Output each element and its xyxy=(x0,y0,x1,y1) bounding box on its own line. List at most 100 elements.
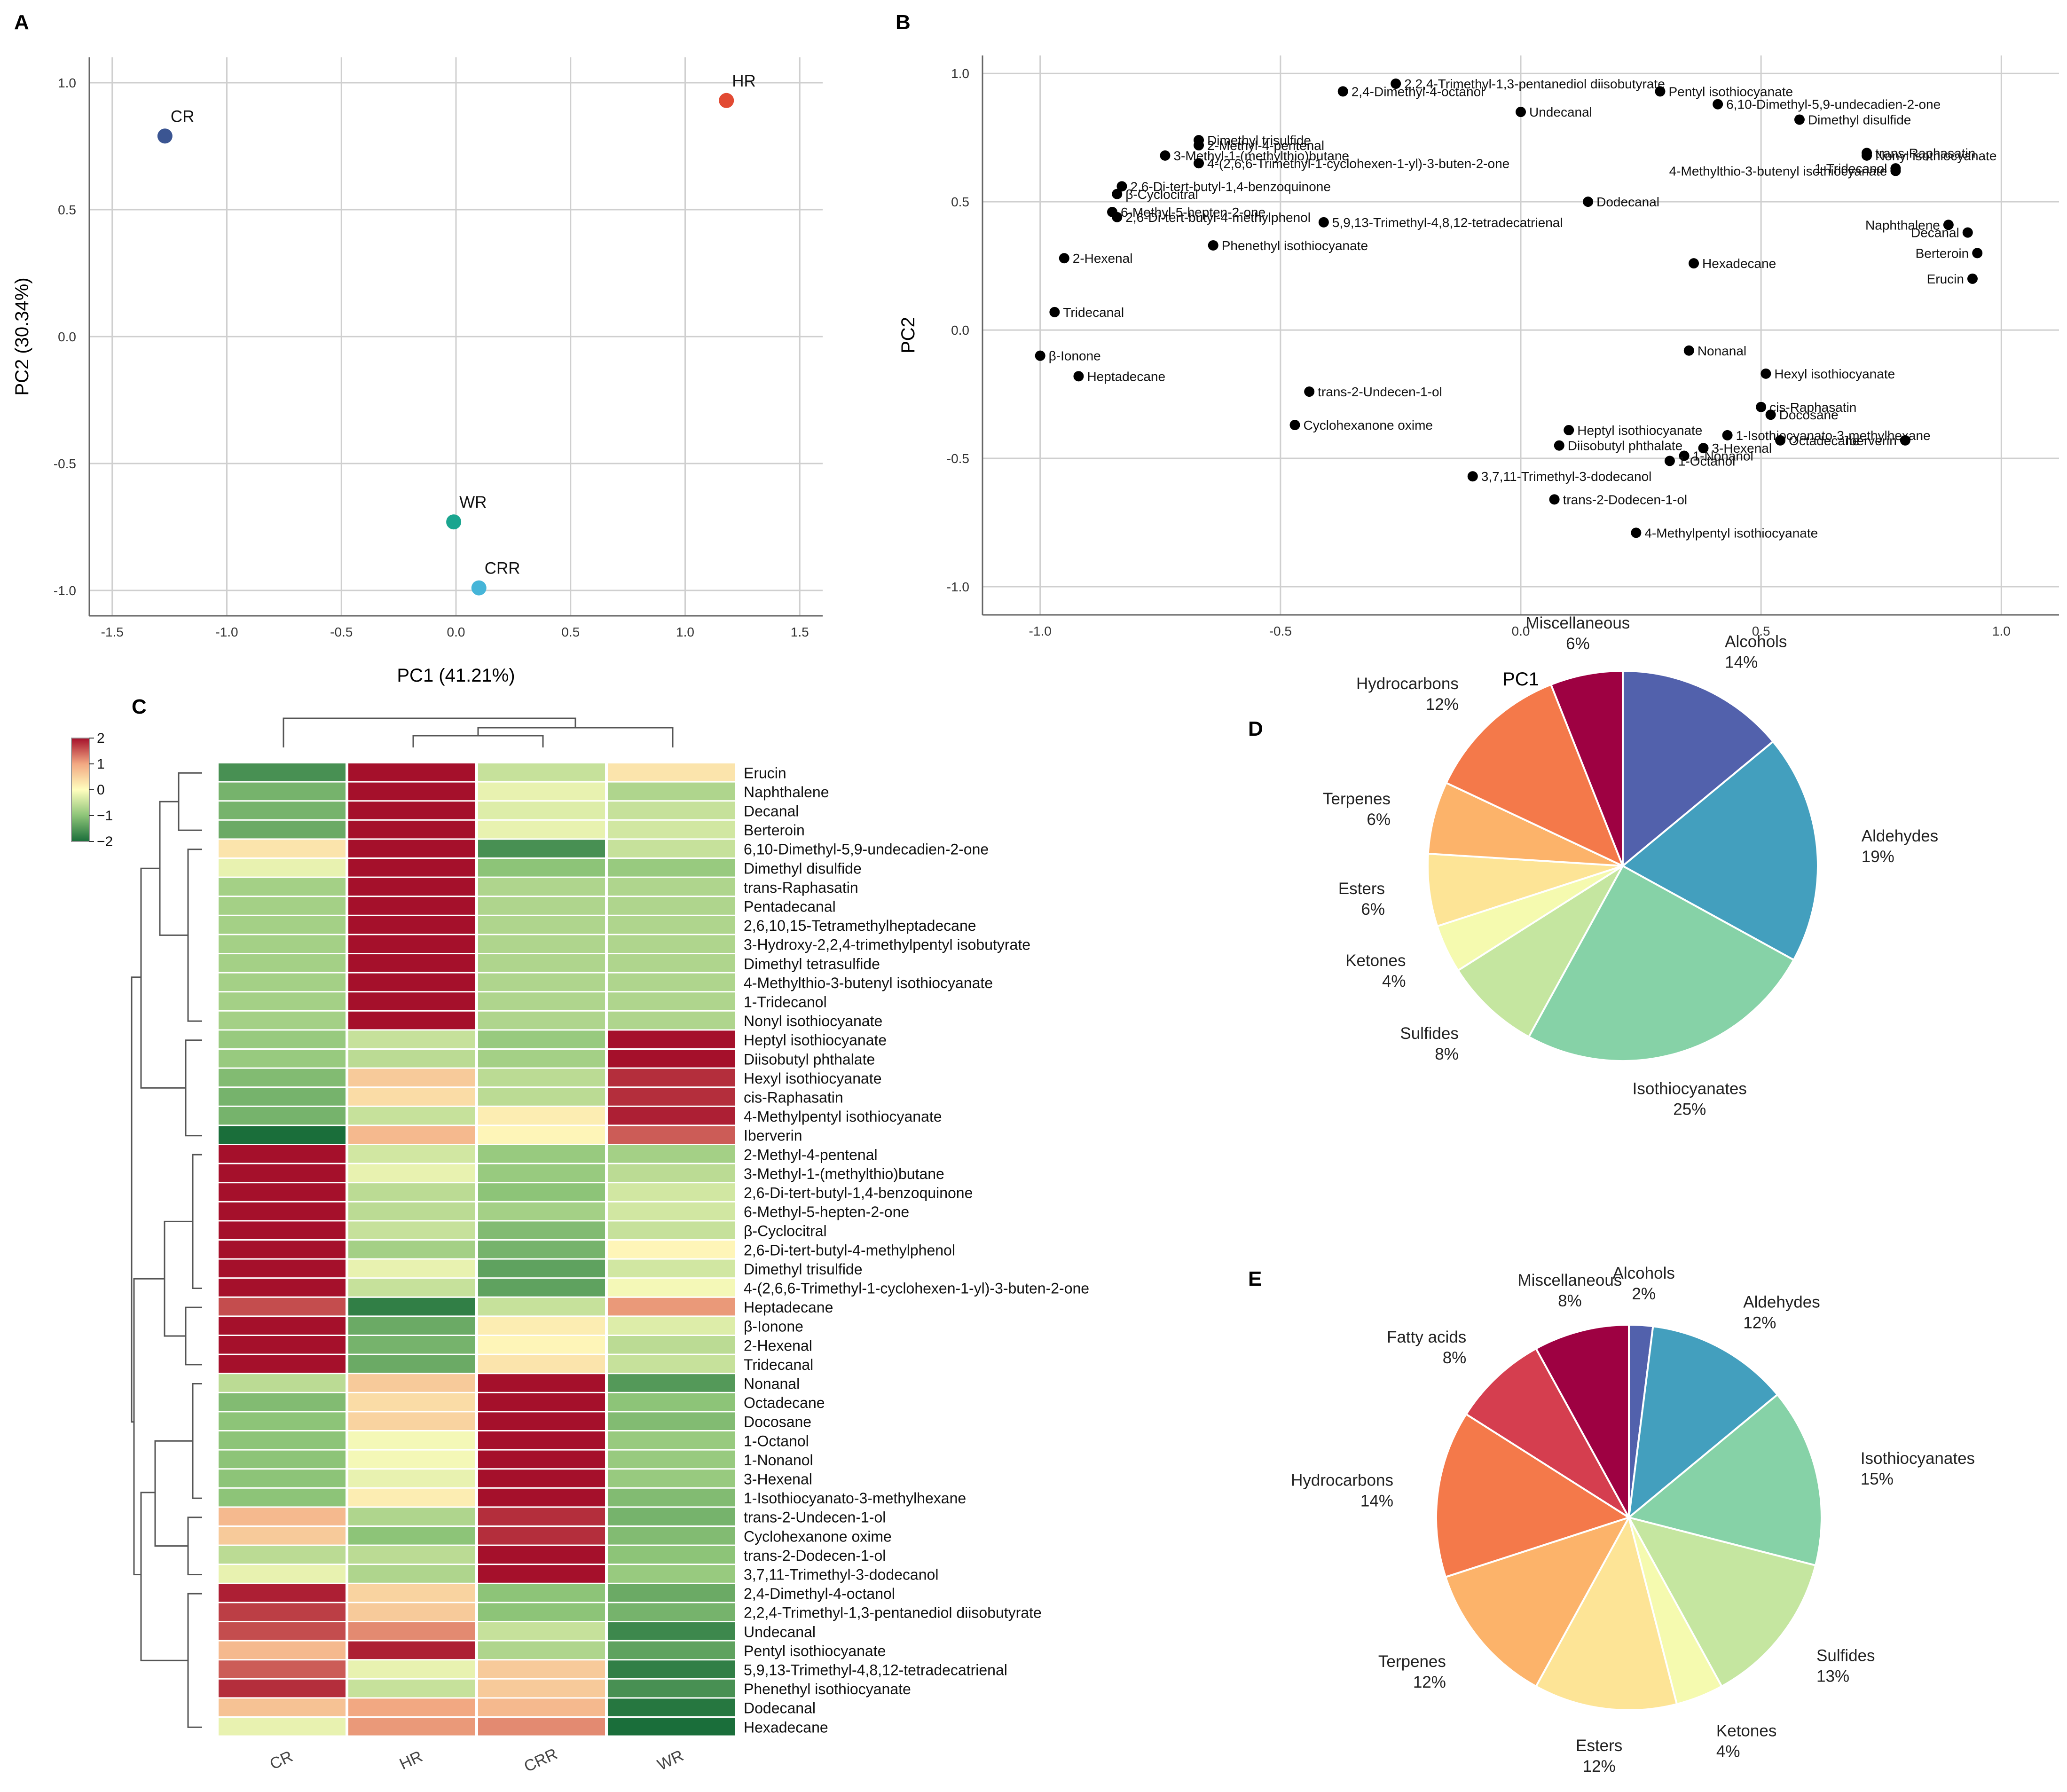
y-tick-label: 1.0 xyxy=(951,66,969,81)
pie-slice-sulfides xyxy=(1456,865,1624,1038)
heatmap-cell xyxy=(348,1718,475,1736)
heatmap-row-label: Dimethyl trisulfide xyxy=(744,1261,863,1278)
loading-point xyxy=(1337,86,1348,97)
heatmap-cell xyxy=(219,1030,346,1048)
heatmap-cell xyxy=(608,992,735,1010)
loading-label: 3-Hexenal xyxy=(1712,441,1772,456)
pie-slice-miscellaneous xyxy=(1534,1323,1630,1518)
heatmap-cell xyxy=(348,1660,475,1678)
heatmap-row-label: 5,9,13-Trimethyl-4,8,12-tetradecatrienal xyxy=(744,1662,1007,1679)
heatmap-row-label: 1-Octanol xyxy=(744,1432,809,1449)
loading-label: 2-Hexenal xyxy=(1073,251,1133,266)
heatmap-cell xyxy=(478,1488,605,1507)
pie-label: Isothiocyanates xyxy=(1861,1449,1975,1468)
heatmap-cell xyxy=(478,1279,605,1297)
loading-point xyxy=(1564,424,1574,435)
heatmap-row-label: 3-Methyl-1-(methylthio)butane xyxy=(744,1165,944,1182)
loading-point xyxy=(1035,350,1045,361)
loading-label: 2,6-Di-tert-butyl-4-methylphenol xyxy=(1125,210,1311,225)
heatmap-cell xyxy=(478,1164,605,1182)
heatmap-cell xyxy=(478,973,605,991)
heatmap-cell xyxy=(348,1450,475,1469)
heatmap-cell xyxy=(478,802,605,819)
panel-letter-d: D xyxy=(1248,717,1263,740)
heatmap-cell xyxy=(478,1107,605,1125)
pie-label: Esters xyxy=(1576,1737,1622,1755)
heatmap-cell xyxy=(608,1069,735,1087)
heatmap-cell xyxy=(608,1450,735,1469)
heatmap-cell xyxy=(219,840,346,857)
loading-point xyxy=(1760,368,1771,379)
pie-percent: 6% xyxy=(1566,635,1590,653)
heatmap-cell xyxy=(478,1241,605,1258)
heatmap-cell xyxy=(219,878,346,896)
heatmap-row-label: 6-Methyl-5-hepten-2-one xyxy=(744,1203,909,1220)
loading-point xyxy=(1073,371,1084,382)
heatmap-cell xyxy=(219,1431,346,1449)
heatmap-row-label: 4-Methylthio-3-butenyl isothiocyanate xyxy=(744,975,993,991)
loading-label: 2,6-Di-tert-butyl-1,4-benzoquinone xyxy=(1130,179,1330,194)
loading-label: Decanal xyxy=(1911,226,1959,240)
loading-point xyxy=(1698,443,1709,454)
row-dendrogram-branch xyxy=(187,849,202,1022)
heatmap-cell xyxy=(348,782,475,801)
y-tick-label: -0.5 xyxy=(947,451,969,466)
loading-label: Hexyl isothiocyanate xyxy=(1774,367,1895,381)
colorbar-tick-label: −1 xyxy=(97,808,113,824)
heatmap-row-label: 4-Methylpentyl isothiocyanate xyxy=(744,1108,942,1125)
loading-point xyxy=(1967,273,1978,284)
heatmap-cell xyxy=(608,1508,735,1525)
loading-label: 1-Isothiocyanato-3-methylhexane xyxy=(1736,428,1931,443)
heatmap-cell xyxy=(219,1011,346,1030)
loading-label: Octadecane xyxy=(1789,433,1860,448)
row-dendrogram-branch xyxy=(185,1306,202,1366)
loading-label: trans-Raphasatin xyxy=(1875,146,1975,160)
heatmap-row-label: Dimethyl tetrasulfide xyxy=(744,955,880,972)
heatmap-cell xyxy=(219,782,346,801)
heatmap-cell xyxy=(219,954,346,972)
heatmap-cell xyxy=(608,1660,735,1678)
pie-label: Ketones xyxy=(1716,1722,1776,1740)
pie-percent: 12% xyxy=(1413,1673,1446,1691)
heatmap-cell xyxy=(608,1297,735,1316)
heatmap-cell xyxy=(478,916,605,934)
loading-label: 1-Nonanol xyxy=(1693,449,1753,464)
heatmap-cell xyxy=(348,802,475,819)
heatmap-cell xyxy=(608,897,735,915)
loading-point xyxy=(1756,401,1767,412)
heatmap-cell xyxy=(348,1679,475,1698)
x-tick-label: -0.5 xyxy=(1269,624,1292,638)
heatmap-cell xyxy=(608,916,735,934)
heatmap-cell xyxy=(348,878,475,896)
loading-point xyxy=(1722,430,1733,440)
heatmap-cell xyxy=(348,1221,475,1239)
pie-percent: 8% xyxy=(1435,1045,1459,1063)
panel-letter-b: B xyxy=(896,11,911,34)
heatmap-cell xyxy=(478,1698,605,1716)
heatmap-cell xyxy=(219,1145,346,1163)
heatmap-cell xyxy=(348,1011,475,1030)
heatmap-cell xyxy=(219,1164,346,1182)
pie-percent: 14% xyxy=(1360,1492,1393,1510)
heatmap-cell xyxy=(608,1565,735,1583)
pie-label: Esters xyxy=(1338,880,1385,898)
loading-point xyxy=(1318,217,1329,228)
heatmap-row-label: Octadecane xyxy=(744,1394,825,1411)
heatmap-cell xyxy=(348,1088,475,1106)
pie-chart-e: Alcohols 2% Aldehydes 12% Isothiocyanates 15%… xyxy=(1291,1264,1975,1776)
heatmap-cell xyxy=(478,859,605,877)
score-point-label: CR xyxy=(171,107,195,126)
y-tick-label: 1.0 xyxy=(58,76,76,90)
heatmap-row-label: cis-Raphasatin xyxy=(744,1089,843,1106)
pie-slice-esters xyxy=(1427,852,1623,927)
heatmap-row-label: Nonanal xyxy=(744,1375,800,1392)
heatmap-cell xyxy=(348,1164,475,1182)
colorbar-tick-label: 1 xyxy=(97,756,105,772)
pie-percent: 6% xyxy=(1367,810,1391,829)
score-point-label: CRR xyxy=(485,559,520,578)
heatmap-row-label: 6,10-Dimethyl-5,9-undecadien-2-one xyxy=(744,841,989,858)
pca-loadings-plot: -1.0 -0.5 0.0 0.5 1.0 -1.0 -0.5 0.0 0.5 1.0 PC1 PC2… xyxy=(898,55,2059,690)
heatmap-cell xyxy=(478,1546,605,1564)
heatmap-cell xyxy=(478,1660,605,1678)
heatmap-row-label: Docosane xyxy=(744,1414,811,1430)
